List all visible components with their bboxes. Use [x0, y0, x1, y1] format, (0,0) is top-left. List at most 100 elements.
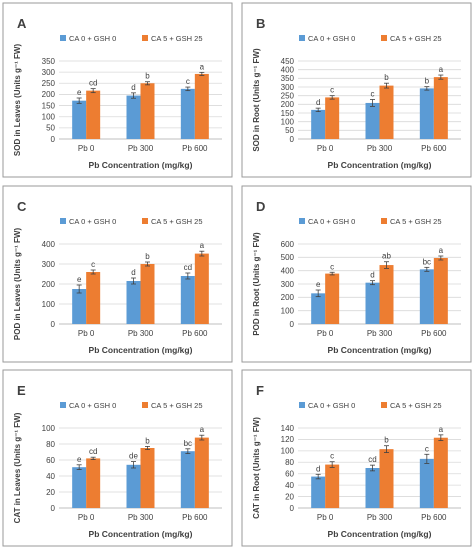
- x-tick-label: Pb 600: [421, 144, 447, 153]
- y-tick-label: 350: [42, 57, 56, 66]
- legend-swatch: [299, 35, 305, 41]
- x-tick-label: Pb 0: [78, 329, 95, 338]
- legend: CA 0 + GSH 0 CA 5 + GSH 25: [299, 34, 442, 43]
- legend-swatch: [381, 35, 387, 41]
- legend-label: CA 5 + GSH 25: [151, 401, 203, 410]
- significance-letter: d: [370, 271, 374, 280]
- significance-letter: b: [145, 252, 150, 261]
- y-tick-label: 100: [281, 306, 295, 315]
- y-tick-label: 0: [51, 320, 56, 329]
- legend-label: CA 5 + GSH 25: [151, 34, 203, 43]
- y-tick-label: 400: [281, 266, 295, 275]
- bar: [140, 448, 155, 508]
- y-tick-label: 300: [42, 68, 56, 77]
- y-tick-label: 100: [42, 424, 56, 433]
- significance-letter: e: [77, 455, 82, 464]
- significance-letter: c: [425, 444, 429, 453]
- y-tick-label: 60: [46, 456, 55, 465]
- bar: [180, 88, 195, 139]
- y-axis-title: POD in Root (Units g⁻¹ FW): [252, 232, 261, 336]
- y-tick-label: 80: [46, 440, 55, 449]
- significance-letter: c: [330, 452, 334, 461]
- x-axis-title: Pb Concentration (mg/kg): [89, 160, 193, 170]
- bar: [379, 85, 394, 139]
- y-tick-label: 100: [42, 113, 56, 122]
- x-tick-label: Pb 300: [367, 329, 393, 338]
- y-tick-label: 200: [281, 293, 295, 302]
- significance-letter: cd: [89, 79, 97, 88]
- bar: [180, 276, 195, 324]
- legend: CA 0 + GSH 0 CA 5 + GSH 25: [60, 401, 203, 410]
- panel-letter: B: [256, 16, 265, 31]
- bar: [72, 467, 87, 508]
- bar: [86, 272, 101, 324]
- bar: [140, 83, 155, 139]
- bar: [72, 289, 87, 324]
- y-tick-label: 50: [46, 124, 55, 133]
- significance-letter: b: [145, 436, 150, 445]
- y-tick-label: 150: [42, 101, 56, 110]
- panel-letter: A: [17, 16, 27, 31]
- y-tick-label: 120: [281, 435, 295, 444]
- y-tick-label: 0: [51, 504, 56, 513]
- significance-letter: e: [77, 88, 82, 97]
- x-tick-label: Pb 300: [128, 144, 154, 153]
- y-tick-label: 500: [281, 253, 295, 262]
- bar: [72, 100, 87, 139]
- y-tick-label: 250: [281, 91, 295, 100]
- y-tick-label: 140: [281, 424, 295, 433]
- y-tick-label: 300: [42, 260, 56, 269]
- significance-letter: c: [371, 89, 375, 98]
- x-tick-label: Pb 600: [182, 329, 208, 338]
- significance-letter: d: [131, 83, 135, 92]
- bar: [379, 265, 394, 324]
- legend-label: CA 0 + GSH 0: [69, 401, 116, 410]
- significance-letter: bc: [423, 257, 431, 266]
- legend-label: CA 5 + GSH 25: [390, 401, 442, 410]
- bar: [325, 97, 340, 139]
- bar: [311, 293, 326, 324]
- y-tick-label: 100: [281, 117, 295, 126]
- y-tick-label: 0: [290, 504, 295, 513]
- bar: [419, 269, 434, 324]
- legend: CA 0 + GSH 0 CA 5 + GSH 25: [60, 217, 203, 226]
- significance-letter: e: [77, 275, 82, 284]
- bar: [379, 449, 394, 508]
- bar: [140, 264, 155, 324]
- x-tick-label: Pb 300: [367, 144, 393, 153]
- panel-d: D CA 0 + GSH 0 CA 5 + GSH 25 0 100 200 300 400 5…: [241, 185, 472, 363]
- x-tick-label: Pb 300: [128, 513, 154, 522]
- bar: [365, 102, 380, 139]
- legend-swatch: [142, 218, 148, 224]
- significance-letter: d: [131, 268, 135, 277]
- bar: [194, 253, 209, 324]
- bar: [180, 451, 195, 508]
- legend-swatch: [299, 402, 305, 408]
- panel-letter: E: [17, 383, 26, 398]
- x-tick-label: Pb 0: [317, 329, 334, 338]
- y-axis-title: POD in Leaves (Units g⁻¹ FW): [13, 228, 22, 341]
- x-axis-title: Pb Concentration (mg/kg): [328, 529, 432, 539]
- bar: [365, 282, 380, 324]
- panel-letter: C: [17, 199, 27, 214]
- panel-letter: D: [256, 199, 265, 214]
- x-axis-title: Pb Concentration (mg/kg): [89, 345, 193, 355]
- panel-letter: F: [256, 383, 264, 398]
- bar: [311, 109, 326, 139]
- significance-letter: d: [316, 464, 320, 473]
- significance-letter: ab: [382, 252, 391, 261]
- bar: [126, 281, 141, 324]
- x-axis-title: Pb Concentration (mg/kg): [89, 529, 193, 539]
- significance-letter: cd: [184, 263, 192, 272]
- bar: [419, 458, 434, 508]
- y-tick-label: 350: [281, 74, 295, 83]
- y-tick-label: 250: [42, 79, 56, 88]
- panel-e: E CA 0 + GSH 0 CA 5 + GSH 25 0 20 40 60 80 100 ec…: [2, 369, 233, 547]
- y-tick-label: 300: [281, 280, 295, 289]
- bar: [325, 464, 340, 508]
- panel-c: C CA 0 + GSH 0 CA 5 + GSH 25 0 100 200 300 400 e…: [2, 185, 233, 363]
- significance-letter: a: [439, 246, 444, 255]
- significance-letter: d: [316, 98, 320, 107]
- legend-label: CA 0 + GSH 0: [308, 34, 355, 43]
- significance-letter: e: [316, 280, 321, 289]
